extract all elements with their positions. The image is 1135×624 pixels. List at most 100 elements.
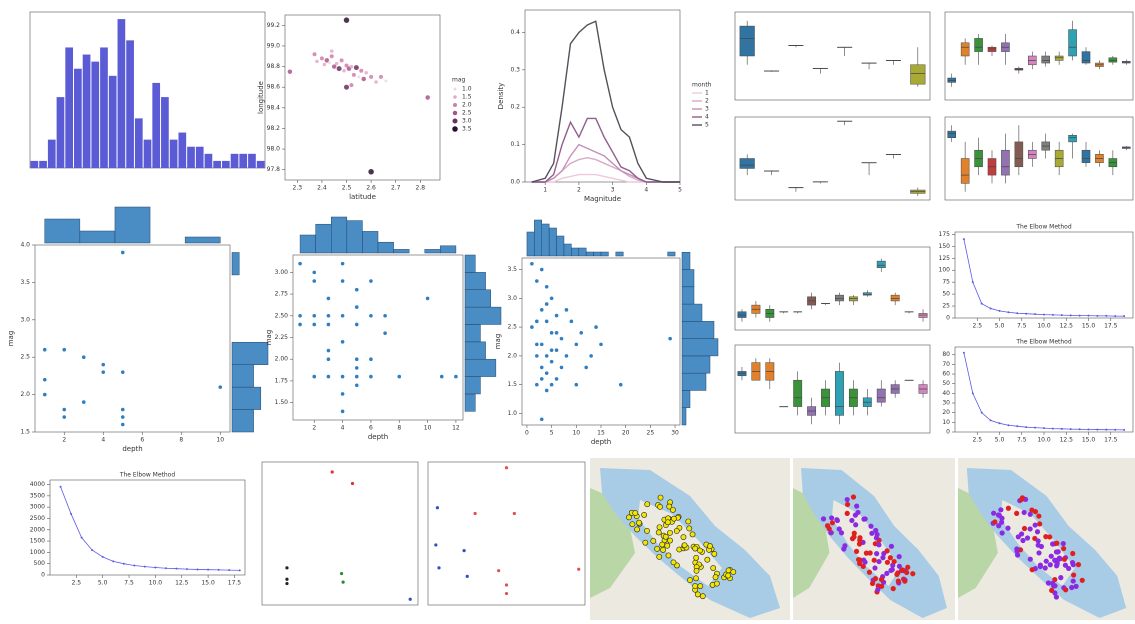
map-marker [698, 584, 703, 589]
bar [100, 47, 108, 168]
marginal-bar [465, 359, 496, 376]
point [463, 549, 466, 552]
map-marker [1036, 538, 1041, 543]
map-marker [660, 542, 665, 547]
point [121, 415, 125, 419]
point [341, 279, 345, 283]
map-marker [663, 534, 668, 539]
point [101, 363, 105, 367]
legend-label: 1.5 [462, 94, 472, 101]
map-marker [1014, 511, 1019, 516]
map-marker [633, 510, 638, 515]
point [344, 85, 349, 90]
box [911, 65, 926, 84]
point [330, 49, 334, 53]
y-tick-label: 0.0 [510, 179, 520, 186]
point [355, 288, 359, 292]
map-marker [695, 592, 700, 597]
box [1015, 142, 1023, 167]
point [342, 69, 346, 73]
line-marker [228, 569, 230, 571]
y-tick-label: 2000 [30, 526, 45, 533]
y-tick-label: 0.2 [510, 104, 520, 111]
map-marker [665, 520, 670, 525]
x-tick-label: 15 [597, 430, 605, 437]
map-marker [707, 543, 712, 548]
legend-label: 2 [705, 98, 709, 105]
map-marker [657, 525, 662, 530]
x-tick-label: 2.6 [366, 185, 376, 192]
map-marker [705, 557, 710, 562]
line-marker [1096, 429, 1098, 431]
point [555, 331, 559, 335]
map-marker [667, 538, 672, 543]
marginal-bar [300, 235, 316, 253]
map-marker [694, 568, 699, 573]
map-marker [714, 581, 719, 586]
map-marker [845, 511, 850, 516]
point [315, 60, 319, 64]
map-marker [889, 544, 894, 549]
point [312, 314, 316, 318]
map-marker [830, 520, 835, 525]
map-marker [1030, 567, 1035, 572]
map-marker [1070, 551, 1075, 556]
map-marker [1048, 562, 1053, 567]
box [877, 389, 885, 402]
map-marker [1028, 512, 1033, 517]
map-marker [687, 526, 692, 531]
map-marker [905, 565, 910, 570]
point [342, 581, 345, 584]
line-marker [1016, 425, 1018, 427]
x-tick-label: 2 [312, 425, 316, 432]
map-marker [671, 516, 676, 521]
point [82, 400, 86, 404]
map-marker [876, 542, 881, 547]
line-marker [154, 567, 156, 569]
y-tick-label: 1.50 [275, 399, 289, 406]
box [1109, 58, 1117, 62]
bar [239, 154, 247, 168]
marginal-bar [232, 365, 254, 387]
box [891, 295, 899, 301]
x-tick-label: 10 [216, 437, 224, 444]
legend-swatch [453, 119, 458, 124]
map-marker [726, 573, 731, 578]
map-marker [853, 522, 858, 527]
bar [48, 140, 56, 168]
map-marker [1061, 541, 1066, 546]
marginal-bar [668, 252, 675, 256]
point [285, 578, 288, 581]
point [550, 360, 554, 364]
y-axis-label: mag [494, 334, 502, 350]
point [341, 392, 345, 396]
y-tick-label: 99.0 [267, 42, 281, 49]
map-marker [1054, 549, 1059, 554]
y-tick-label: 0.4 [510, 29, 520, 36]
y-tick-label: 97.8 [267, 166, 281, 173]
x-tick-label: 10.0 [1037, 323, 1051, 330]
bar [91, 62, 99, 168]
line-marker [1007, 311, 1009, 313]
legend-label: 5 [705, 122, 709, 129]
point [383, 314, 387, 318]
y-tick-label: 3500 [30, 492, 45, 499]
point [589, 354, 593, 358]
line-marker [1114, 429, 1116, 431]
line-marker [963, 352, 965, 354]
x-tick-label: 10.0 [149, 580, 163, 587]
point [312, 375, 316, 379]
map-marker [1076, 562, 1081, 567]
map-marker [1054, 541, 1059, 546]
map-marker [1014, 546, 1019, 551]
x-tick-label: 15.0 [1082, 437, 1096, 444]
point [121, 408, 125, 412]
y-tick-label: 2.25 [275, 334, 289, 341]
map-marker [842, 543, 847, 548]
legend-title: month [692, 82, 712, 89]
x-axis-label: Magnitude [584, 195, 621, 203]
line-marker [123, 563, 125, 565]
x-tick-label: 2.5 [342, 185, 352, 192]
y-tick-label: 25 [942, 303, 950, 310]
marginal-bar [682, 408, 686, 425]
